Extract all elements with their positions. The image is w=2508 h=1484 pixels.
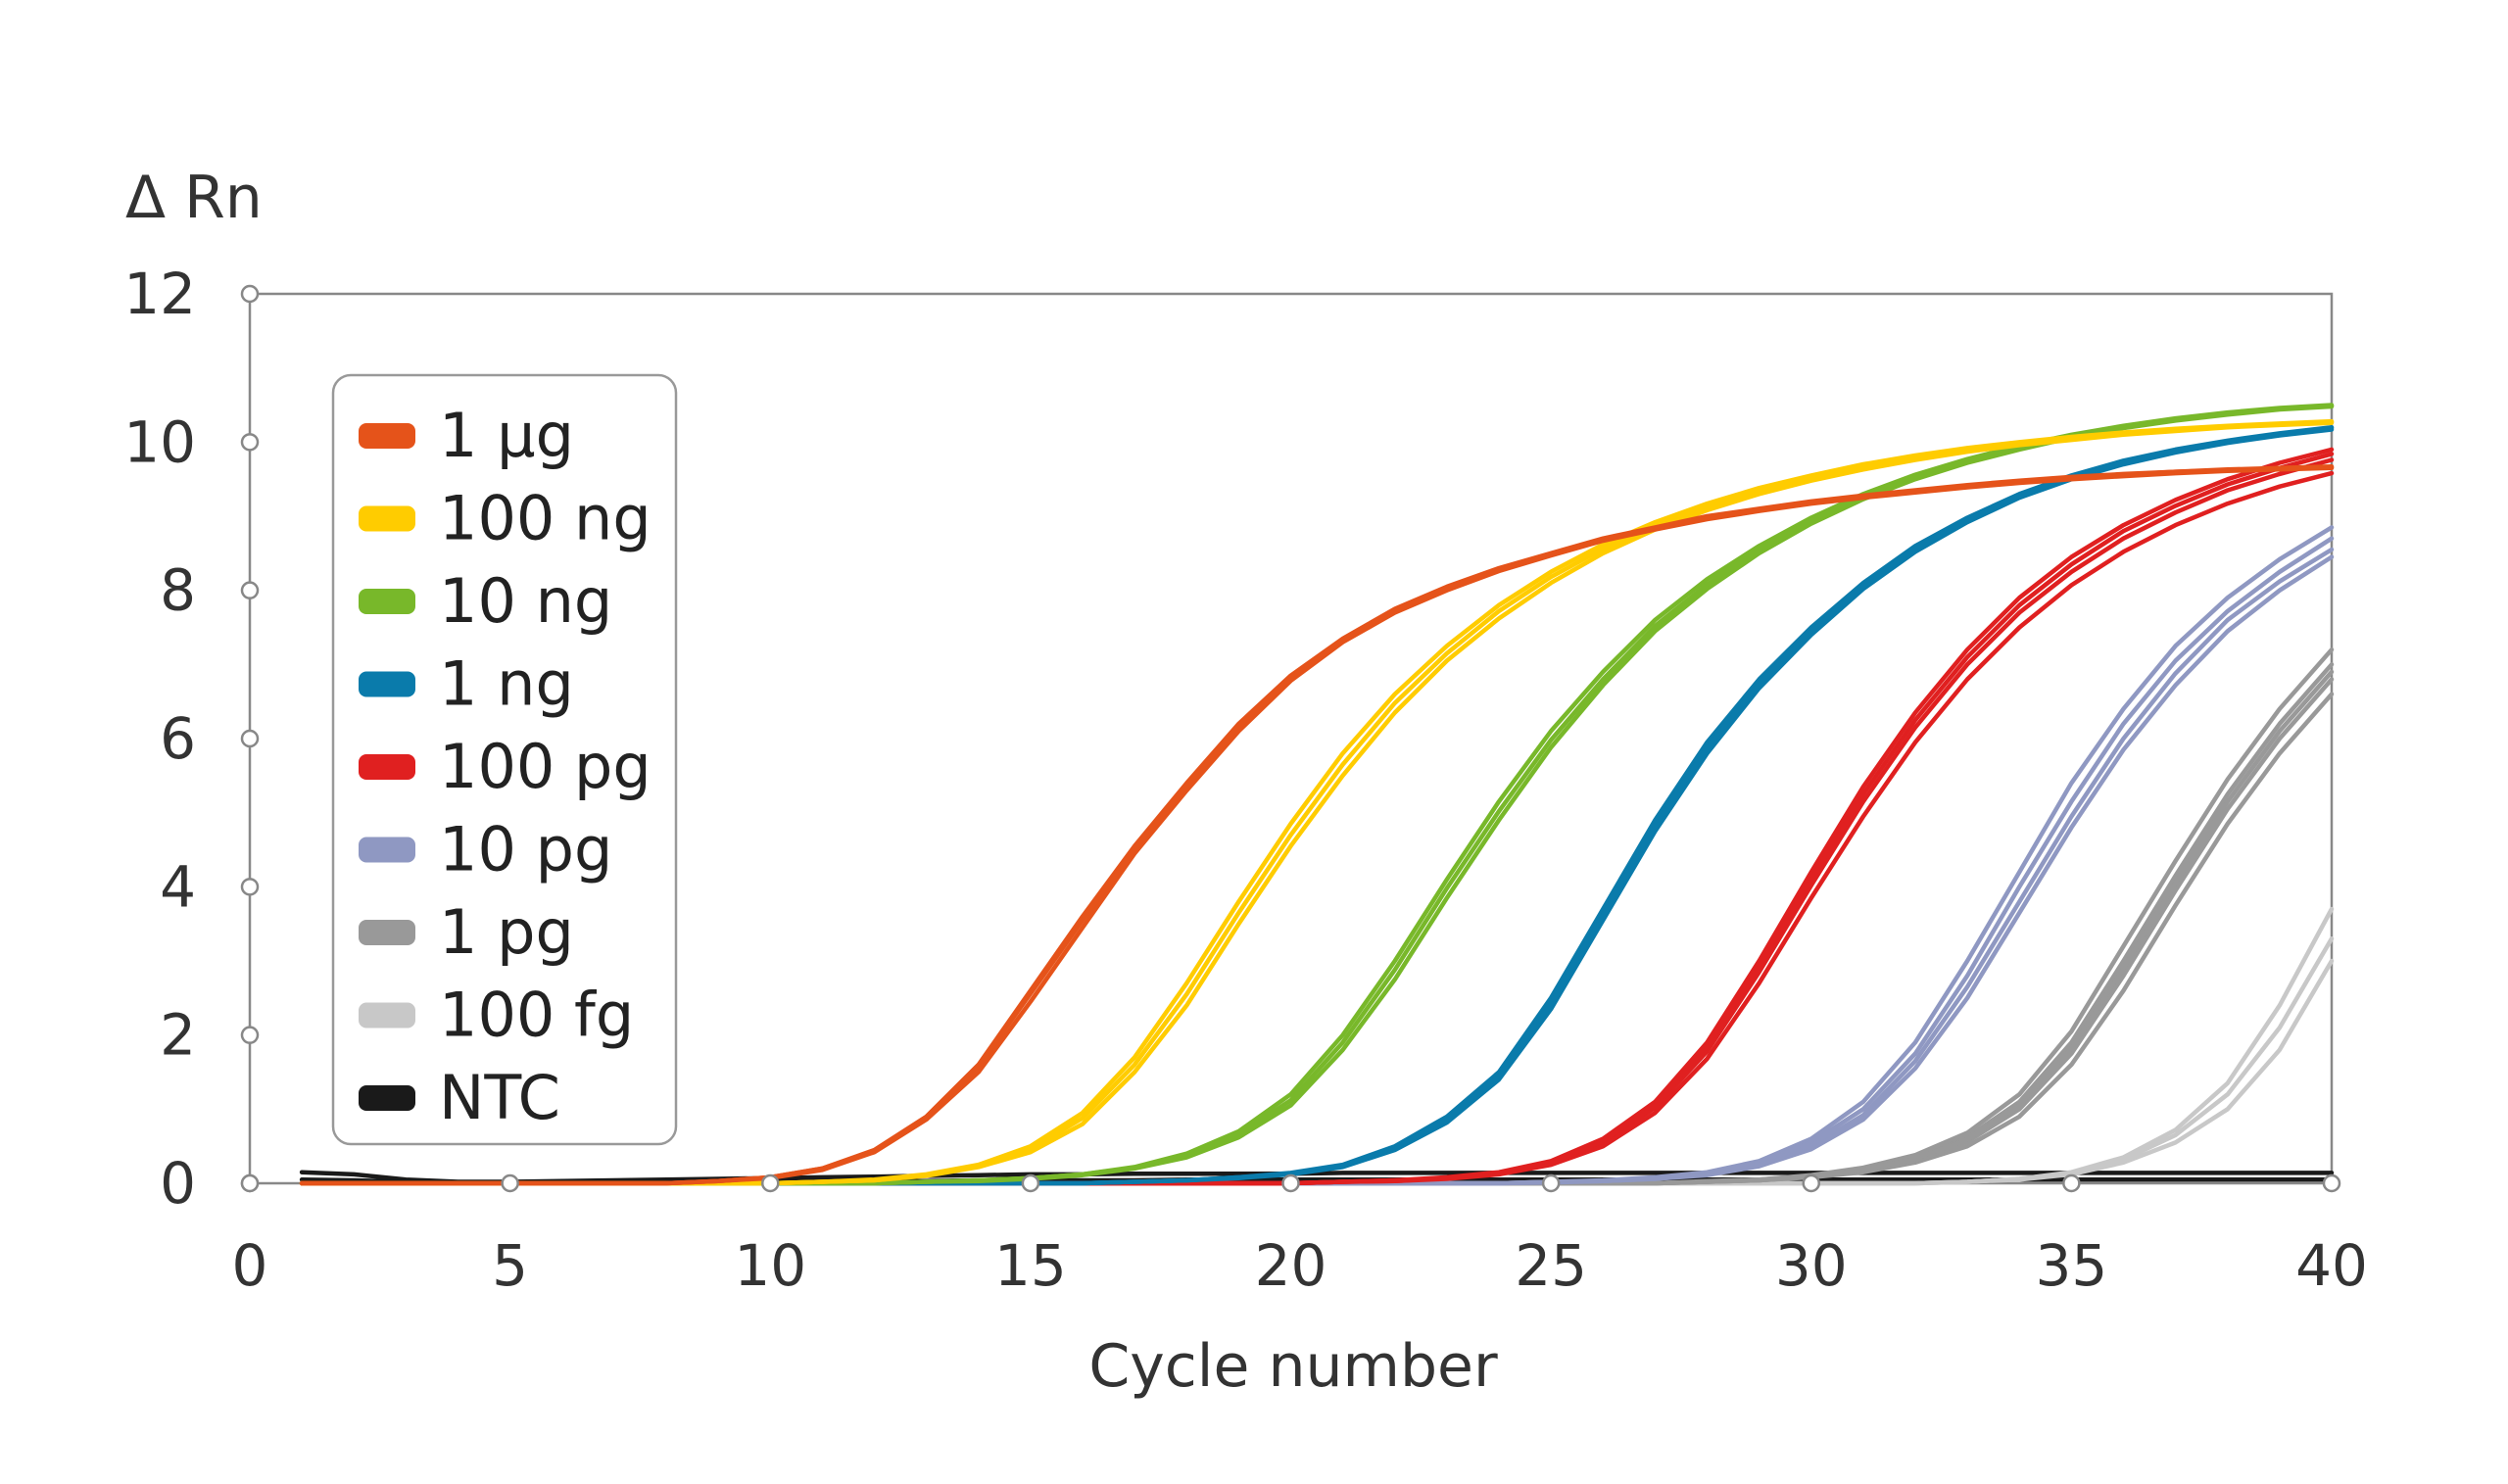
y-tick-marker — [240, 284, 260, 304]
legend-swatch — [359, 671, 415, 697]
axis-ticks: 0 2 4 6 8 10 12 0 5 10 15 20 25 30 35 40 — [123, 261, 2368, 1299]
y-tick-marker — [240, 729, 260, 748]
x-tick-label: 25 — [1515, 1232, 1587, 1299]
series-1-µg — [299, 464, 2335, 1186]
legend-item: 10 ng — [359, 565, 612, 637]
legend-label: 100 fg — [439, 980, 634, 1051]
series-layer — [299, 403, 2335, 1186]
legend-item: 1 ng — [359, 648, 574, 720]
y-tick-marker — [240, 581, 260, 599]
legend-item: 1 pg — [359, 896, 574, 968]
x-tick-label: 35 — [2035, 1232, 2107, 1299]
legend-item: 100 ng — [359, 483, 651, 554]
x-tick-label: 0 — [232, 1232, 268, 1299]
legend-swatch — [359, 423, 415, 449]
y-axis-title: Δ Rn — [125, 164, 263, 232]
x-tick-label: 10 — [734, 1232, 806, 1299]
legend-label: 10 ng — [439, 565, 612, 637]
legend-label: 100 pg — [439, 731, 651, 802]
x-tick-marker — [2062, 1173, 2081, 1193]
x-tick-marker — [761, 1173, 780, 1193]
x-tick-marker — [1541, 1173, 1561, 1193]
legend-swatch — [359, 1002, 415, 1029]
y-tick-label: 0 — [160, 1150, 196, 1217]
x-tick-marker — [501, 1173, 519, 1193]
legend-swatch — [359, 1085, 415, 1111]
series-line — [299, 464, 2335, 1186]
legend-swatch — [359, 754, 415, 780]
x-tick-label: 30 — [1775, 1232, 1848, 1299]
legend: 1 µg 100 ng 10 ng 1 ng 100 pg 10 pg 1 pg 100 fg… — [331, 373, 678, 1146]
legend-swatch — [359, 837, 415, 863]
x-tick-marker — [2322, 1173, 2341, 1193]
series-line — [299, 1170, 2335, 1184]
y-tick-label: 2 — [160, 1002, 196, 1069]
legend-item: 10 pg — [359, 814, 612, 886]
y-tick-label: 4 — [160, 853, 196, 920]
x-tick-label: 40 — [2295, 1232, 2368, 1299]
legend-label: 1 pg — [439, 896, 574, 968]
legend-box — [331, 373, 678, 1146]
legend-label: 1 µg — [439, 400, 574, 471]
x-tick-label: 20 — [1255, 1232, 1327, 1299]
y-tick-label: 8 — [160, 557, 196, 624]
y-tick-label: 12 — [123, 261, 196, 327]
x-tick-marker — [240, 1173, 260, 1193]
legend-label: 10 pg — [439, 814, 612, 886]
y-tick-marker — [240, 433, 260, 452]
x-tick-label: 5 — [492, 1232, 528, 1299]
legend-item: 100 fg — [359, 980, 634, 1051]
legend-swatch — [359, 505, 415, 532]
legend-item: 1 µg — [359, 400, 574, 471]
legend-swatch — [359, 920, 415, 945]
x-tick-marker — [1281, 1173, 1300, 1193]
legend-label: NTC — [439, 1062, 560, 1133]
legend-label: 1 ng — [439, 648, 574, 720]
legend-swatch — [359, 589, 415, 614]
y-tick-marker — [240, 878, 260, 896]
legend-item: NTC — [359, 1062, 560, 1133]
y-tick-marker — [240, 1026, 260, 1044]
y-tick-label: 10 — [123, 408, 196, 475]
legend-item: 100 pg — [359, 731, 651, 802]
x-tick-marker — [1802, 1173, 1820, 1193]
x-axis-title: Cycle number — [1088, 1332, 1498, 1401]
x-tick-label: 15 — [994, 1232, 1067, 1299]
y-tick-label: 6 — [160, 705, 196, 772]
x-tick-marker — [1021, 1173, 1040, 1193]
legend-label: 100 ng — [439, 483, 651, 554]
